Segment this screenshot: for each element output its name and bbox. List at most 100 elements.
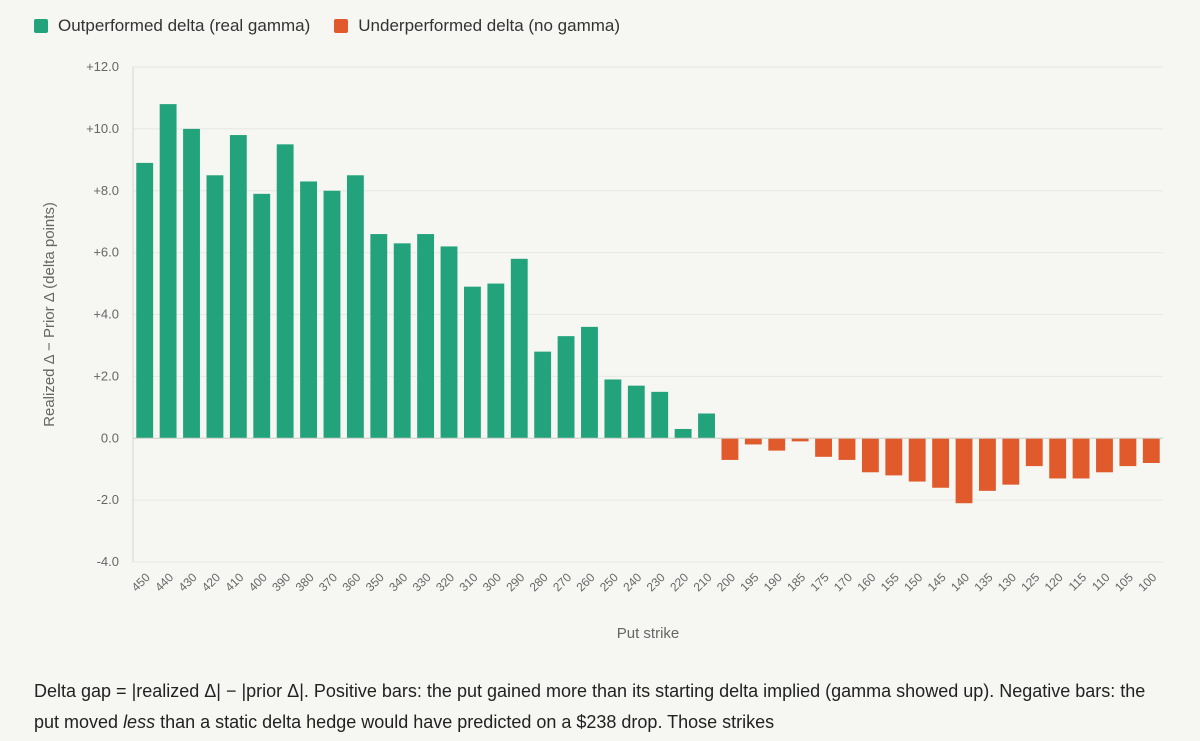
bar [557,336,575,439]
x-tick-label: 260 [574,570,598,594]
x-tick-label: 135 [971,570,995,594]
legend-item-underperformed[interactable]: Underperformed delta (no gamma) [334,16,620,36]
legend-label-outperformed: Outperformed delta (real gamma) [58,16,311,35]
bar [979,438,996,491]
bar [885,438,903,476]
bar [674,428,692,439]
bar [1049,438,1067,479]
caption-part-1: Delta gap = |realized Δ| − |prior Δ|. Po… [34,681,1146,732]
x-tick-label: 350 [363,570,387,594]
x-tick-label: 130 [995,570,1019,594]
x-tick-label: 175 [808,570,832,594]
bar [464,286,481,439]
x-tick-label: 270 [550,570,574,594]
bar [1002,438,1020,485]
bar [276,144,294,439]
caption-italic: less [123,712,156,732]
legend-swatch-orange [334,19,349,33]
y-tick-label: -4.0 [97,554,119,569]
x-tick-label: 400 [246,570,270,594]
bar [955,438,973,504]
x-tick-label: 195 [737,570,761,594]
x-tick-label: 160 [854,570,878,594]
caption-part-2: than a static delta hedge would have pre… [155,712,775,732]
x-tick-label: 110 [1089,570,1113,594]
x-tick-label: 290 [503,570,527,594]
x-tick-label: 380 [293,570,317,594]
y-tick-label: +4.0 [93,307,119,322]
x-tick-label: 100 [1135,570,1159,594]
x-tick-label: 170 [831,570,855,594]
x-tick-label: 115 [1066,570,1090,594]
legend-swatch-green [34,19,48,33]
bar [300,181,317,439]
x-tick-label: 430 [176,570,200,594]
bar [229,135,247,439]
x-tick-label: 155 [878,570,902,594]
x-tick-label: 230 [644,570,668,594]
bar [838,438,856,460]
chart-caption: Delta gap = |realized Δ| − |prior Δ|. Po… [34,676,1164,738]
x-tick-label: 310 [456,570,480,594]
x-tick-label: 190 [761,570,785,594]
y-tick-label: +12.0 [86,59,119,74]
bar [1142,438,1160,463]
x-tick-label: 240 [620,570,644,594]
y-axis-title: Realized Δ − Prior Δ (delta points) [41,202,58,427]
x-tick-label: 410 [222,570,246,594]
y-tick-label: +6.0 [93,245,119,260]
x-tick-label: 330 [410,570,434,594]
bar [510,258,528,439]
bar [534,351,552,439]
legend-item-outperformed[interactable]: Outperformed delta (real gamma) [34,16,310,36]
bar [861,438,879,473]
bar [393,243,411,439]
bar [440,246,458,439]
x-tick-label: 145 [925,570,949,594]
y-tick-label: 0.0 [101,430,119,445]
x-tick-label: 420 [199,570,223,594]
bar [604,379,622,439]
x-tick-label: 440 [152,570,176,594]
x-tick-label: 220 [667,570,691,594]
bar [627,385,645,439]
x-tick-label: 450 [129,570,153,594]
x-tick-label: 105 [1112,570,1136,594]
bar [815,438,832,457]
bar [651,391,669,439]
x-tick-label: 390 [269,570,293,594]
x-tick-label: 140 [948,570,972,594]
bar [791,438,809,442]
bar [183,128,200,439]
x-tick-label: 120 [1042,570,1066,594]
bar [417,234,435,439]
x-tick-label: 340 [386,570,410,594]
bar [370,234,388,439]
bar [487,283,505,439]
bar [1072,438,1090,479]
bar [744,438,762,445]
x-tick-label: 250 [597,570,621,594]
bar [581,326,598,439]
bar [721,438,739,460]
bar [768,438,786,451]
bar [253,193,271,439]
x-tick-label: 200 [714,570,738,594]
y-tick-label: -2.0 [97,492,119,507]
bar [206,175,224,439]
x-tick-label: 300 [480,570,504,594]
legend-label-underperformed: Underperformed delta (no gamma) [358,16,621,35]
bar [698,413,715,439]
x-tick-label: 320 [433,570,457,594]
bar [1096,438,1113,473]
y-tick-label: +10.0 [86,121,119,136]
x-tick-label: 210 [691,570,715,594]
bar [932,438,950,488]
x-tick-label: 125 [1018,570,1042,594]
bar-chart: -4.0 -2.0 0.0 +2.0 +4.0 +6.0 +8.0 +10.0 +12.0 450… [41,59,1163,642]
bar [346,175,364,439]
y-tick-label: +8.0 [93,183,119,198]
bar [908,438,926,482]
y-tick-label: +2.0 [93,368,119,383]
x-axis-title: Put strike [617,625,680,642]
